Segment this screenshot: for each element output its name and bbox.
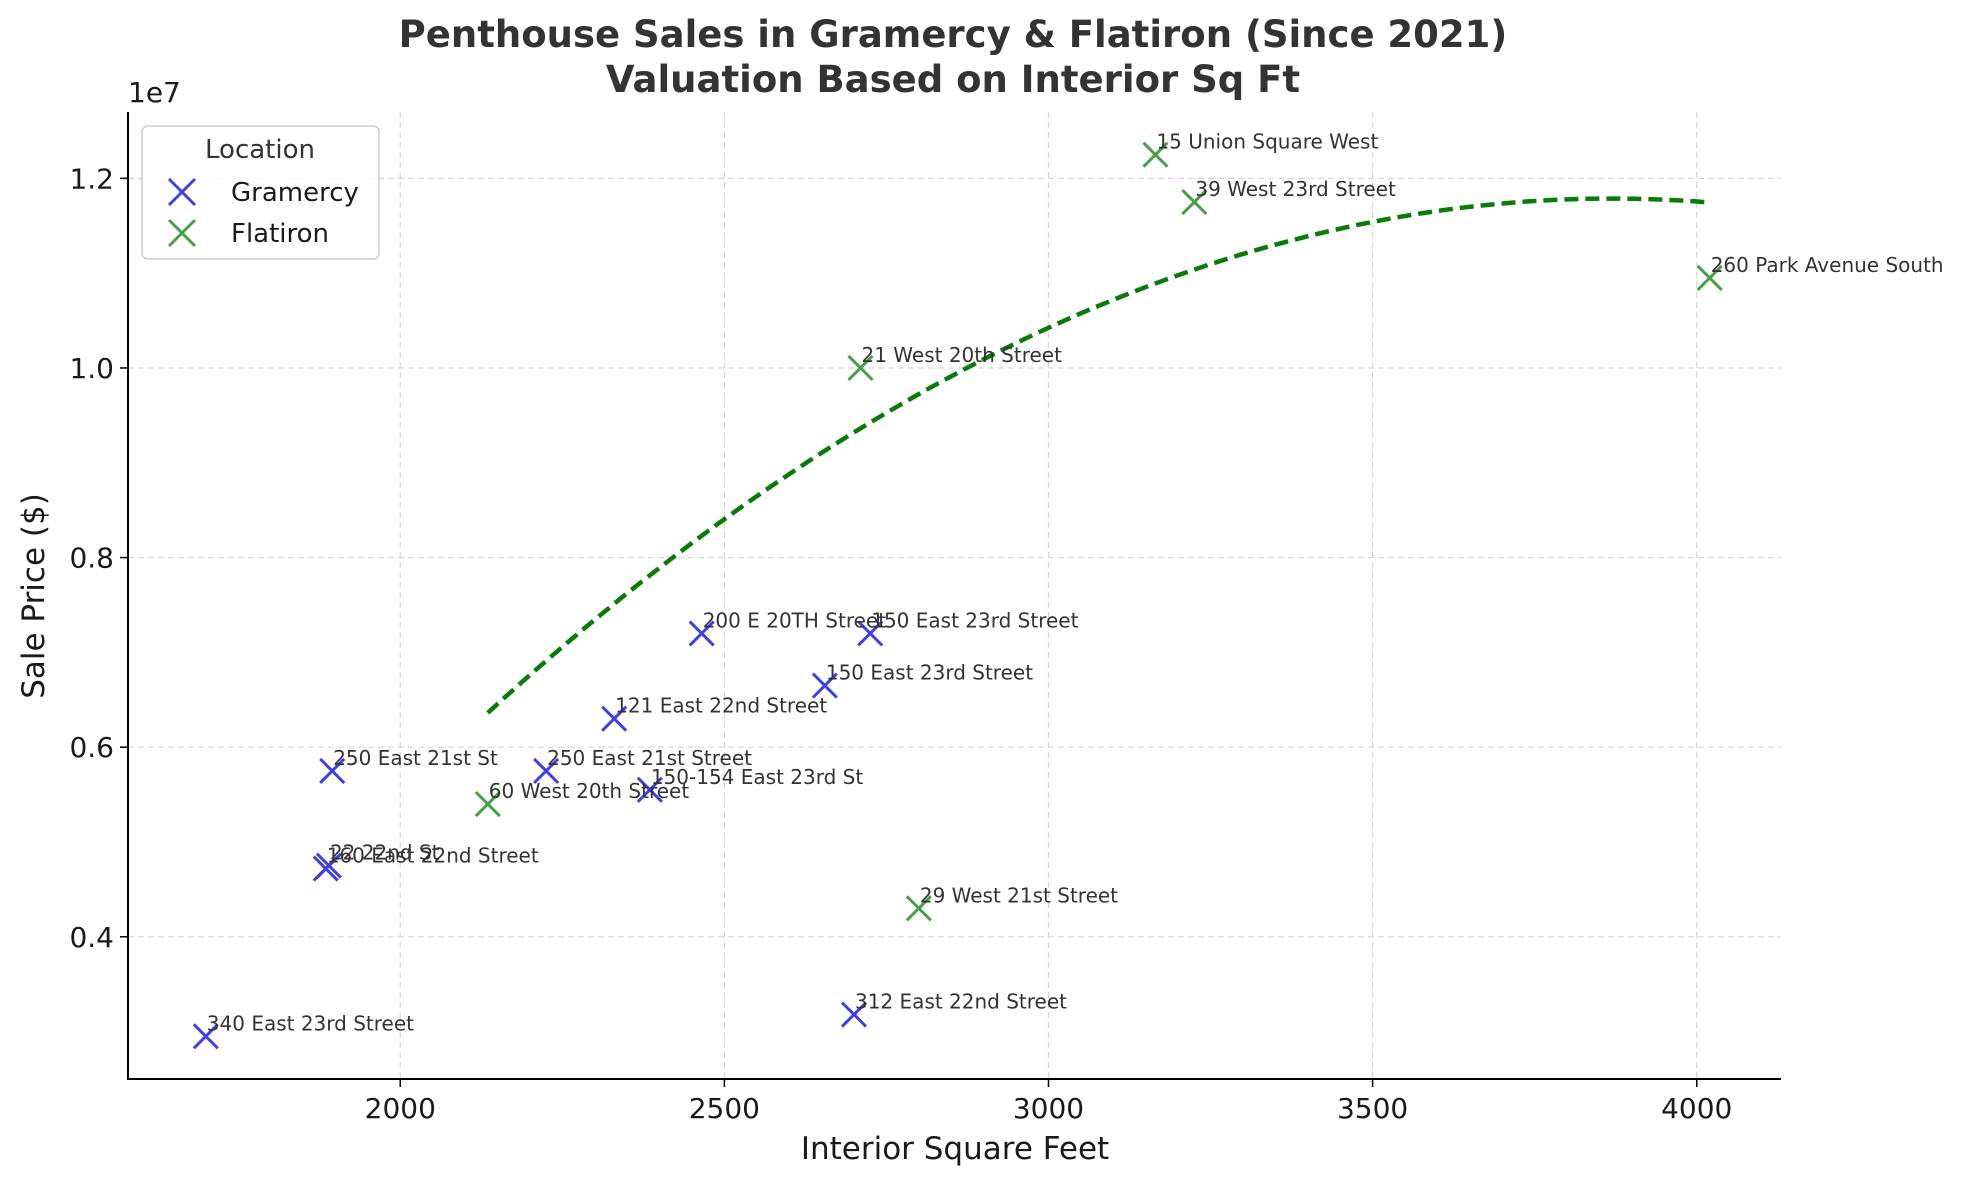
- x-tick-label: 2500: [689, 1092, 760, 1125]
- y-tick-label: 0.6: [69, 731, 114, 764]
- marker-stroke: [840, 1001, 868, 1028]
- marker-stroke: [1181, 189, 1208, 216]
- data-point-flatiron: [1181, 189, 1208, 216]
- legend-box: [141, 125, 380, 260]
- trend-line-flatiron: [486, 196, 1710, 715]
- point-label: 15 Union Square West: [1156, 130, 1378, 154]
- y-axis-label: Sale Price ($): [16, 493, 52, 699]
- y-offset-label: 1e7: [128, 76, 181, 109]
- data-point-flatiron: [474, 791, 501, 818]
- marker-stroke: [474, 791, 501, 818]
- x-tick-label: 3500: [1337, 1092, 1408, 1125]
- marker-stroke: [636, 776, 663, 803]
- data-point-gramercy: [533, 757, 560, 784]
- legend-title: Location: [205, 135, 315, 165]
- point-label: 150 East 23rd Street: [871, 608, 1078, 632]
- point-label: 150 East 23rd Street: [826, 661, 1033, 685]
- x-tick-label: 2000: [365, 1092, 436, 1125]
- legend-marker: [167, 177, 197, 207]
- marker-stroke: [319, 757, 346, 784]
- x-ticks: 2000 2500 3000 3500 4000: [365, 1079, 1732, 1125]
- legend: Location Gramercy Flatiron: [141, 125, 380, 260]
- legend-entry-gramercy: Gramercy: [167, 177, 359, 208]
- data-point-flatiron: [905, 895, 932, 922]
- data-point-gramercy: [857, 620, 884, 647]
- data-point-gramercy: [688, 620, 715, 647]
- y-tick-label: 0.8: [69, 542, 114, 575]
- data-point-gramercy: [192, 1023, 219, 1050]
- data-point-gramercy: [840, 1001, 868, 1028]
- point-label: 250 East 21st St: [333, 746, 498, 770]
- data-point-flatiron: [1142, 141, 1169, 168]
- marker-stroke: [315, 852, 343, 879]
- point-label: 340 East 23rd Street: [207, 1011, 414, 1035]
- marker-stroke: [857, 620, 884, 647]
- legend-entry-flatiron: Flatiron: [167, 218, 329, 249]
- marker-stroke: [1696, 264, 1723, 291]
- y-tick-label: 1.0: [69, 352, 114, 385]
- data-point-gramercy: [601, 705, 628, 732]
- legend-marker: [167, 218, 197, 248]
- y-tick-label: 1.2: [69, 162, 114, 195]
- chart-title-line-1: Penthouse Sales in Gramercy & Flatiron (…: [399, 13, 1508, 56]
- point-label: 60 West 20th Street: [489, 779, 690, 803]
- data-point-flatiron: [847, 354, 874, 382]
- point-label: 260 Park Avenue South: [1711, 253, 1944, 277]
- trend-lines: [486, 196, 1710, 715]
- marker-stroke: [905, 895, 932, 922]
- point-labels: 340 East 23rd Street 160 East 22nd Street…: [207, 130, 1944, 1036]
- point-label: 39 West 23rd Street: [1195, 177, 1396, 201]
- marker-stroke: [847, 354, 874, 382]
- legend-label: Flatiron: [231, 219, 329, 249]
- marker-stroke: [192, 1023, 219, 1050]
- data-point-gramercy: [315, 852, 343, 879]
- y-tick-label: 0.4: [69, 921, 114, 954]
- point-label: 160 East 22nd Street: [327, 844, 539, 868]
- x-axis-label: Interior Square Feet: [801, 1131, 1109, 1167]
- point-label: 250 East 21st Street: [547, 746, 752, 770]
- legend-label: Gramercy: [231, 178, 359, 208]
- y-ticks: 0.4 0.6 0.8 1.0 1.2: [69, 162, 128, 954]
- point-label: 22 22nd St: [330, 841, 440, 865]
- point-label: 29 West 21st Street: [920, 883, 1118, 907]
- point-label: 312 East 22nd Street: [855, 990, 1067, 1014]
- chart-title-line-2: Valuation Based on Interior Sq Ft: [606, 58, 1300, 101]
- point-label: 121 East 22nd Street: [615, 694, 827, 718]
- point-label: 150-154 East 23rd St: [651, 765, 864, 789]
- data-point-gramercy: [319, 757, 346, 784]
- data-point-gramercy: [636, 776, 663, 803]
- x-tick-label: 3000: [1013, 1092, 1084, 1125]
- point-label: 200 E 20TH Street: [703, 608, 887, 632]
- data-point-gramercy: [811, 672, 838, 699]
- marker-stroke: [811, 672, 838, 699]
- marker-stroke: [1142, 141, 1169, 168]
- point-label: 21 West 20th Street: [862, 343, 1063, 367]
- x-tick-label: 4000: [1661, 1092, 1732, 1125]
- marker-stroke: [688, 620, 715, 647]
- data-point-flatiron: [1696, 264, 1723, 291]
- data-points: [192, 141, 1723, 1050]
- legend-entries: Gramercy Flatiron: [167, 177, 359, 249]
- marker-stroke: [533, 757, 560, 784]
- marker-stroke: [601, 705, 628, 732]
- grid: [128, 112, 1781, 1079]
